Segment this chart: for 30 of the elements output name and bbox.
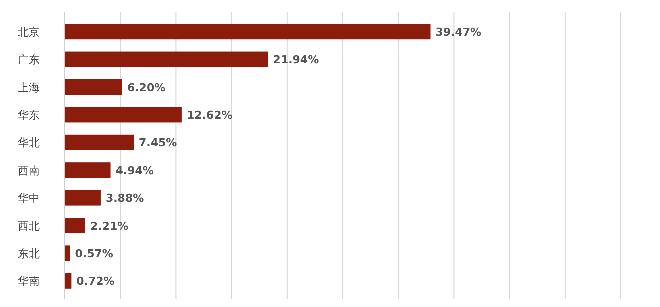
data-label: 3.88% xyxy=(106,192,144,206)
data-label: 12.62% xyxy=(186,108,233,122)
y-tick-label: 西北 xyxy=(18,220,40,233)
bar xyxy=(65,24,431,40)
bar xyxy=(65,52,268,68)
data-label: 7.45% xyxy=(139,136,178,150)
y-tick-label: 广东 xyxy=(18,54,40,67)
bar xyxy=(65,190,101,206)
y-tick-label: 北京 xyxy=(18,26,40,39)
data-label: 6.20% xyxy=(127,81,166,94)
bar xyxy=(65,218,86,234)
y-tick-label: 华北 xyxy=(18,136,40,150)
bar xyxy=(65,107,182,123)
bar xyxy=(65,162,111,178)
bar xyxy=(65,134,134,150)
y-tick-label: 东北 xyxy=(18,247,40,260)
data-label: 0.57% xyxy=(75,247,114,260)
bar xyxy=(65,79,122,96)
bar xyxy=(65,273,72,289)
bar xyxy=(65,246,70,262)
data-label: 0.72% xyxy=(76,275,115,288)
y-tick-label: 西南 xyxy=(18,164,40,178)
data-label: 21.94% xyxy=(273,54,320,67)
data-label: 4.94% xyxy=(116,164,154,178)
y-tick-label: 上海 xyxy=(18,81,40,94)
y-tick-label: 华东 xyxy=(18,108,40,122)
y-tick-label: 华中 xyxy=(18,192,40,206)
data-label: 2.21% xyxy=(90,220,129,233)
data-label: 39.47% xyxy=(436,26,482,39)
y-tick-label: 华南 xyxy=(18,275,40,288)
